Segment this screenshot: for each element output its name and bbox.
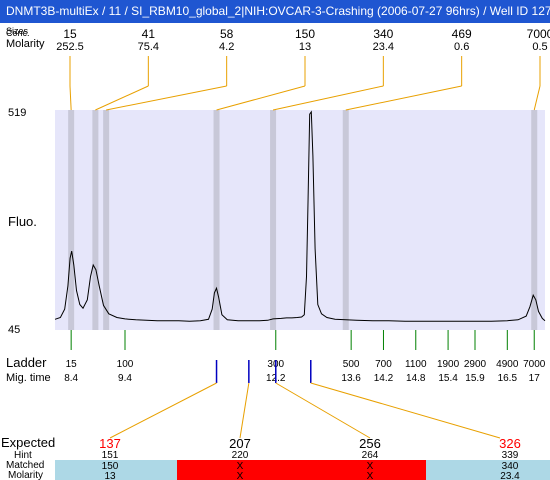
matched-cell (426, 460, 550, 480)
ladder-size-label: 1100 (405, 359, 427, 370)
peak-size-label: 340 (373, 27, 393, 41)
hint-label: Hint (14, 450, 32, 461)
matched-label: Matched (6, 460, 44, 471)
expected-leader-line (109, 382, 217, 439)
peak-band (213, 110, 220, 330)
window-title: DNMT3B-multiEx / 11 / SI_RBM10_global_2|… (0, 0, 550, 23)
ladder-mig-time-label: 14.2 (374, 373, 394, 384)
matched-value: 150 (102, 461, 119, 472)
peak-leader-line (106, 85, 227, 111)
mig-time-label: Mig. time (6, 372, 51, 384)
y-axis-min-label: 45 (8, 324, 20, 336)
expected-size-label: 207 (229, 436, 251, 451)
peak-size-label: 7000 (527, 27, 550, 41)
fluorescence-trace (54, 110, 546, 322)
ladder-size-label: 500 (343, 359, 360, 370)
peak-band (531, 110, 538, 330)
conc-header-label: Conc. (6, 28, 30, 38)
peak-conc-label: 4.2 (219, 41, 234, 53)
peak-leader-line (345, 85, 462, 111)
ladder-mig-time-label: 8.4 (64, 373, 78, 384)
ladder-mig-time-label: 13.6 (341, 373, 361, 384)
expected-size-label: 137 (99, 436, 121, 451)
molarity-header-label: Molarity (6, 38, 45, 50)
peak-band (270, 110, 277, 330)
peak-band (342, 110, 349, 330)
ladder-mig-time-label: 15.9 (465, 373, 485, 384)
ladder-size-label: 2900 (464, 359, 487, 370)
molarity-value: 13 (104, 471, 116, 480)
peak-band (103, 110, 110, 330)
expected-size-label: 326 (499, 436, 521, 451)
expected-label: Expected (1, 435, 55, 450)
ladder-mig-time-label: 14.8 (406, 373, 426, 384)
sizes-header-label: Sizes (6, 26, 29, 36)
molarity-value: 23.4 (500, 471, 520, 480)
ladder-size-label: 700 (375, 359, 392, 370)
hint-value: 264 (362, 450, 379, 461)
peak-size-label: 15 (63, 27, 77, 41)
hint-value: 339 (502, 450, 519, 461)
hint-value: 151 (102, 450, 119, 461)
ladder-size-label: 15 (66, 359, 78, 370)
ladder-mig-time-label: 17 (529, 373, 541, 384)
peak-leader-line (69, 85, 72, 111)
peak-conc-label: 13 (299, 41, 311, 53)
ladder-size-label: 100 (117, 359, 134, 370)
expected-leader-line (275, 382, 371, 439)
ladder-mig-time-label: 9.4 (118, 373, 132, 384)
y-axis-title: Fluo. (8, 214, 37, 229)
plot-area (55, 110, 545, 330)
peak-conc-label: 23.4 (373, 41, 394, 53)
matched-cell (55, 460, 177, 480)
matched-value: 340 (502, 461, 519, 472)
peak-size-label: 469 (452, 27, 472, 41)
ladder-mig-time-label: 16.5 (498, 373, 518, 384)
molarity-value: X (367, 471, 374, 480)
peak-leader-line (95, 85, 149, 111)
molarity-row-label: Molarity (8, 470, 43, 480)
ladder-size-label: 1900 (437, 359, 460, 370)
peak-size-label: 41 (142, 27, 156, 41)
matched-value: X (237, 461, 244, 472)
ladder-label: Ladder (6, 355, 47, 370)
expected-size-label: 256 (359, 436, 381, 451)
matched-value: X (367, 461, 374, 472)
peak-size-label: 150 (295, 27, 315, 41)
peak-size-label: 58 (220, 27, 234, 41)
peak-band (92, 110, 99, 330)
peak-conc-label: 75.4 (138, 41, 159, 53)
expected-leader-line (239, 382, 250, 439)
ladder-size-label: 4900 (496, 359, 519, 370)
hint-value: 220 (232, 450, 249, 461)
peak-leader-line (533, 85, 541, 111)
molarity-value: X (237, 471, 244, 480)
ladder-mig-time-label: 15.4 (438, 373, 458, 384)
peak-conc-label: 0.6 (454, 41, 469, 53)
peak-leader-line (272, 85, 384, 111)
y-axis-max-label: 519 (8, 107, 26, 119)
matched-cell (177, 460, 426, 480)
peak-conc-label: 252.5 (56, 41, 84, 53)
peak-conc-label: 0.5 (532, 41, 547, 53)
peak-band (68, 110, 75, 330)
peak-leader-line (216, 85, 306, 111)
expected-leader-line (310, 382, 501, 439)
ladder-size-label: 7000 (523, 359, 546, 370)
